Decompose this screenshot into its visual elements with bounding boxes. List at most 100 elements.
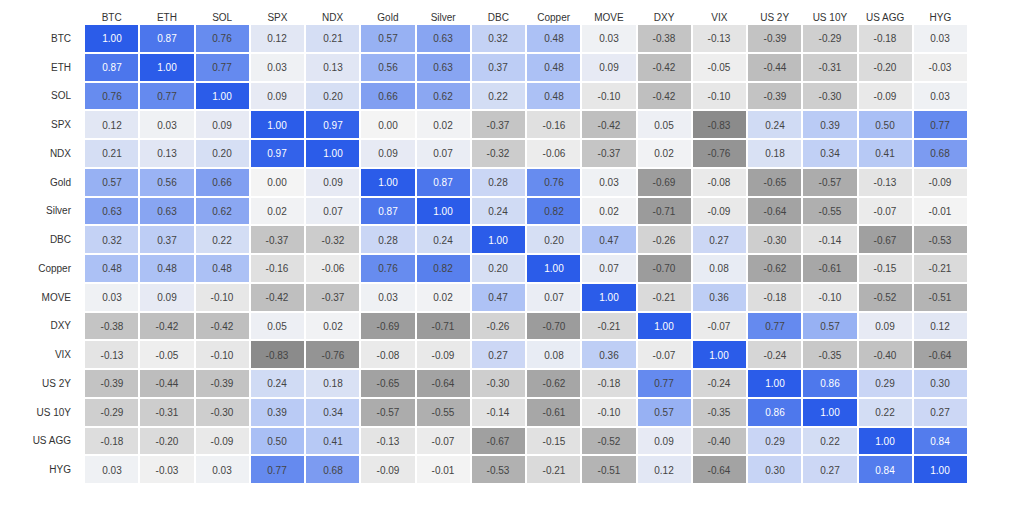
svg-text:0.22: 0.22 xyxy=(488,91,508,102)
svg-text:BTC: BTC xyxy=(51,33,71,44)
svg-text:0.22: 0.22 xyxy=(875,407,895,418)
svg-text:0.03: 0.03 xyxy=(599,33,619,44)
svg-text:-0.21: -0.21 xyxy=(543,465,566,476)
svg-text:1.00: 1.00 xyxy=(488,235,508,246)
svg-text:0.21: 0.21 xyxy=(323,33,343,44)
svg-text:0.87: 0.87 xyxy=(433,177,453,188)
svg-text:-0.42: -0.42 xyxy=(653,62,676,73)
svg-text:-0.24: -0.24 xyxy=(764,350,787,361)
svg-text:0.03: 0.03 xyxy=(102,465,122,476)
svg-text:-0.42: -0.42 xyxy=(266,292,289,303)
svg-text:0.34: 0.34 xyxy=(323,407,343,418)
svg-text:0.86: 0.86 xyxy=(765,407,785,418)
svg-text:-0.53: -0.53 xyxy=(487,465,510,476)
svg-text:VIX: VIX xyxy=(55,349,71,360)
svg-text:0.48: 0.48 xyxy=(102,263,122,274)
svg-text:-0.30: -0.30 xyxy=(819,91,842,102)
svg-text:DXY: DXY xyxy=(654,12,675,23)
svg-text:-0.13: -0.13 xyxy=(377,436,400,447)
svg-text:0.68: 0.68 xyxy=(930,148,950,159)
svg-text:-0.10: -0.10 xyxy=(598,407,621,418)
svg-text:Copper: Copper xyxy=(537,12,570,23)
svg-text:-0.62: -0.62 xyxy=(764,263,787,274)
svg-text:-0.37: -0.37 xyxy=(266,235,289,246)
svg-text:0.09: 0.09 xyxy=(212,120,232,131)
svg-text:1.00: 1.00 xyxy=(323,148,343,159)
svg-text:0.57: 0.57 xyxy=(654,407,674,418)
svg-text:0.13: 0.13 xyxy=(157,148,177,159)
svg-text:0.07: 0.07 xyxy=(544,292,564,303)
svg-text:0.32: 0.32 xyxy=(488,33,508,44)
svg-text:0.02: 0.02 xyxy=(599,206,619,217)
svg-text:1.00: 1.00 xyxy=(433,206,453,217)
svg-text:0.97: 0.97 xyxy=(323,120,343,131)
svg-text:0.62: 0.62 xyxy=(433,91,453,102)
svg-text:-0.38: -0.38 xyxy=(653,33,676,44)
svg-text:ETH: ETH xyxy=(51,62,71,73)
svg-text:0.24: 0.24 xyxy=(488,206,508,217)
svg-text:Gold: Gold xyxy=(377,12,398,23)
svg-text:-0.64: -0.64 xyxy=(432,378,455,389)
svg-text:US 2Y: US 2Y xyxy=(760,12,789,23)
svg-text:-0.31: -0.31 xyxy=(819,62,842,73)
svg-text:0.24: 0.24 xyxy=(267,378,287,389)
svg-text:-0.42: -0.42 xyxy=(156,321,179,332)
svg-text:-0.35: -0.35 xyxy=(708,407,731,418)
svg-text:0.41: 0.41 xyxy=(875,148,895,159)
svg-text:-0.01: -0.01 xyxy=(432,465,455,476)
svg-text:0.34: 0.34 xyxy=(820,148,840,159)
svg-text:0.87: 0.87 xyxy=(157,33,177,44)
svg-text:0.76: 0.76 xyxy=(544,177,564,188)
svg-text:-0.40: -0.40 xyxy=(708,436,731,447)
svg-text:-0.20: -0.20 xyxy=(156,436,179,447)
svg-text:1.00: 1.00 xyxy=(378,177,398,188)
svg-text:-0.29: -0.29 xyxy=(819,33,842,44)
svg-text:NDX: NDX xyxy=(50,148,71,159)
svg-text:0.09: 0.09 xyxy=(157,292,177,303)
svg-text:0.27: 0.27 xyxy=(488,350,508,361)
svg-text:0.57: 0.57 xyxy=(378,33,398,44)
svg-text:-0.21: -0.21 xyxy=(653,292,676,303)
svg-text:1.00: 1.00 xyxy=(102,33,122,44)
svg-text:-0.67: -0.67 xyxy=(874,235,897,246)
svg-text:0.37: 0.37 xyxy=(157,235,177,246)
svg-text:-0.18: -0.18 xyxy=(764,292,787,303)
svg-text:0.37: 0.37 xyxy=(488,62,508,73)
svg-text:-0.26: -0.26 xyxy=(653,235,676,246)
svg-text:-0.24: -0.24 xyxy=(708,378,731,389)
svg-text:Silver: Silver xyxy=(431,12,457,23)
svg-text:0.03: 0.03 xyxy=(212,465,232,476)
svg-text:-0.07: -0.07 xyxy=(432,436,455,447)
svg-text:SOL: SOL xyxy=(51,90,71,101)
svg-text:Silver: Silver xyxy=(46,205,72,216)
svg-text:0.63: 0.63 xyxy=(102,206,122,217)
svg-text:DXY: DXY xyxy=(50,320,71,331)
svg-text:-0.26: -0.26 xyxy=(487,321,510,332)
svg-text:0.09: 0.09 xyxy=(378,148,398,159)
svg-text:-0.07: -0.07 xyxy=(874,206,897,217)
svg-text:-0.14: -0.14 xyxy=(487,407,510,418)
svg-text:-0.08: -0.08 xyxy=(708,177,731,188)
svg-text:0.97: 0.97 xyxy=(267,148,287,159)
svg-text:0.57: 0.57 xyxy=(820,321,840,332)
svg-text:-0.10: -0.10 xyxy=(211,292,234,303)
svg-text:-0.65: -0.65 xyxy=(764,177,787,188)
svg-text:0.39: 0.39 xyxy=(820,120,840,131)
svg-text:Copper: Copper xyxy=(38,263,71,274)
svg-text:-0.37: -0.37 xyxy=(487,120,510,131)
svg-text:-0.15: -0.15 xyxy=(543,436,566,447)
svg-text:0.03: 0.03 xyxy=(378,292,398,303)
svg-text:-0.42: -0.42 xyxy=(598,120,621,131)
svg-text:-0.83: -0.83 xyxy=(708,120,731,131)
svg-text:MOVE: MOVE xyxy=(42,292,72,303)
svg-text:0.27: 0.27 xyxy=(820,465,840,476)
svg-text:0.00: 0.00 xyxy=(378,120,398,131)
svg-text:0.18: 0.18 xyxy=(765,148,785,159)
svg-text:-0.70: -0.70 xyxy=(653,263,676,274)
svg-text:0.84: 0.84 xyxy=(875,465,895,476)
svg-text:0.28: 0.28 xyxy=(378,235,398,246)
svg-text:0.48: 0.48 xyxy=(212,263,232,274)
svg-text:-0.05: -0.05 xyxy=(156,350,179,361)
svg-text:1.00: 1.00 xyxy=(765,378,785,389)
svg-text:-0.44: -0.44 xyxy=(764,62,787,73)
